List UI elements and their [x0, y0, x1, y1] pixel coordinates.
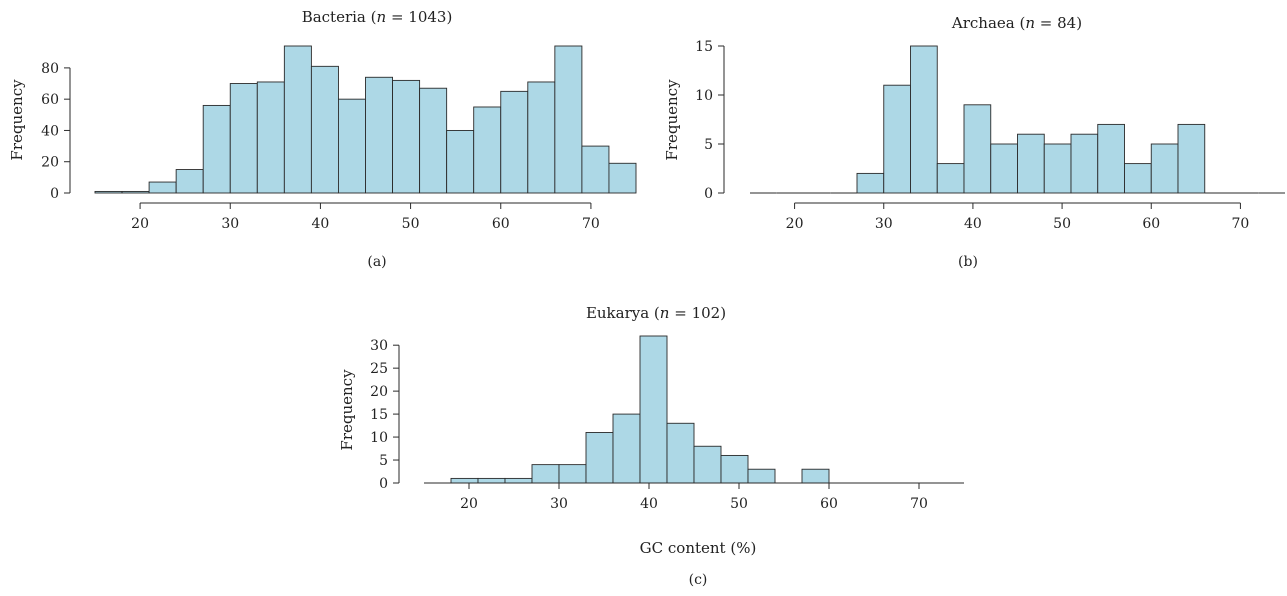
y-tick-label: 0 — [379, 476, 388, 492]
y-tick-label: 20 — [41, 155, 59, 171]
panel-label: (b) — [958, 254, 978, 270]
histogram-bar — [581, 145, 610, 194]
histogram-bar — [910, 45, 938, 194]
histogram-bar — [747, 468, 776, 484]
histogram-bar — [94, 190, 123, 194]
y-axis-label: Frequency — [8, 79, 26, 161]
histogram-bar — [283, 45, 312, 194]
y-tick-label: 10 — [370, 430, 388, 446]
x-tick-label: 30 — [875, 216, 893, 232]
histogram-bar — [963, 104, 992, 194]
histogram-bar — [310, 65, 339, 194]
x-tick-label: 40 — [312, 216, 330, 232]
histogram-bar — [608, 162, 637, 194]
histogram-bar — [175, 169, 204, 194]
histogram-bar — [504, 477, 533, 484]
x-tick-label: 70 — [582, 216, 600, 232]
histogram-bar — [936, 163, 965, 194]
y-tick-label: 10 — [695, 88, 713, 104]
histogram-bar — [365, 76, 393, 194]
histogram-bar — [1017, 133, 1045, 194]
x-tick-label: 30 — [221, 216, 239, 232]
chart-title: Eukarya (n = 102) — [586, 304, 726, 322]
y-tick-label: 25 — [370, 361, 388, 377]
histogram-bar — [883, 84, 911, 194]
histogram-bar — [202, 104, 231, 194]
histogram-panel-1: 0 5 10 15 20 30 40 50 60 70 Archaea (n = 84) Freque… — [663, 14, 1285, 270]
histogram-bar — [500, 90, 529, 194]
x-tick-label: 40 — [964, 216, 982, 232]
x-tick-label: 70 — [1232, 216, 1250, 232]
y-tick-label: 5 — [379, 453, 388, 469]
y-tick-label: 0 — [50, 186, 59, 202]
x-tick-label: 60 — [492, 216, 510, 232]
histogram-bar — [1124, 163, 1152, 194]
y-tick-label: 15 — [370, 407, 388, 423]
histogram-bar — [1177, 123, 1206, 194]
histogram-bar — [446, 129, 475, 194]
histogram-bar — [554, 45, 583, 194]
x-tick-label: 20 — [786, 216, 804, 232]
chart-title: Archaea (n = 84) — [951, 14, 1082, 32]
y-tick-label: 20 — [370, 384, 388, 400]
histogram-bar — [473, 106, 502, 194]
histogram-bar — [1070, 133, 1099, 194]
y-tick-label: 5 — [704, 137, 713, 153]
histogram-bar — [477, 477, 506, 484]
chart-title: Bacteria (n = 1043) — [302, 8, 453, 26]
histogram-bar — [612, 413, 641, 484]
x-tick-label: 30 — [550, 496, 568, 512]
histogram-bar — [585, 432, 614, 484]
histogram-bar — [527, 81, 556, 194]
histogram-panel-2: 0 5 10 15 20 25 30 20 30 40 50 60 70 Eukarya (n = 102… — [338, 304, 964, 588]
x-tick-label: 50 — [1053, 216, 1071, 232]
histogram-bar — [639, 335, 668, 484]
x-tick-label: 50 — [402, 216, 420, 232]
histogram-bar — [990, 143, 1018, 194]
histogram-bar — [1097, 123, 1125, 194]
y-tick-label: 60 — [41, 92, 59, 108]
y-tick-label: 30 — [370, 338, 388, 354]
histogram-bar — [419, 87, 448, 194]
y-axis-label: Frequency — [338, 369, 356, 451]
panel-label: (c) — [689, 572, 708, 588]
histogram-bar — [558, 464, 587, 484]
x-tick-label: 20 — [131, 216, 149, 232]
histogram-bar — [720, 454, 749, 484]
y-tick-label: 15 — [695, 39, 713, 55]
histogram-bar — [1043, 143, 1072, 194]
histogram-bar — [229, 83, 258, 194]
histogram-bar — [693, 445, 722, 484]
y-tick-label: 0 — [704, 186, 713, 202]
y-tick-label: 80 — [41, 61, 59, 77]
histogram-bar — [256, 81, 285, 194]
x-tick-label: 70 — [910, 496, 928, 512]
histogram-bar — [121, 190, 150, 194]
x-tick-label: 60 — [820, 496, 838, 512]
histogram-bar — [666, 422, 695, 484]
histogram-bar — [450, 477, 479, 484]
x-tick-label: 60 — [1142, 216, 1160, 232]
histogram-bar — [392, 79, 421, 194]
histogram-bar — [338, 98, 366, 194]
histogram-bar — [856, 172, 885, 194]
histogram-bar — [148, 181, 177, 194]
x-tick-label: 20 — [460, 496, 478, 512]
y-tick-label: 40 — [41, 123, 59, 139]
x-tick-label: 50 — [730, 496, 748, 512]
panel-label: (a) — [367, 254, 386, 270]
histogram-bar — [801, 468, 830, 484]
histogram-bar — [531, 464, 560, 484]
histogram-panel-0: 0 20 40 60 80 20 30 40 50 60 70 Bacteria (n = 1043)… — [8, 8, 637, 270]
x-tick-label: 40 — [640, 496, 658, 512]
x-axis-label: GC content (%) — [640, 539, 757, 557]
y-axis-label: Frequency — [663, 79, 681, 161]
histogram-bar — [1150, 143, 1179, 194]
